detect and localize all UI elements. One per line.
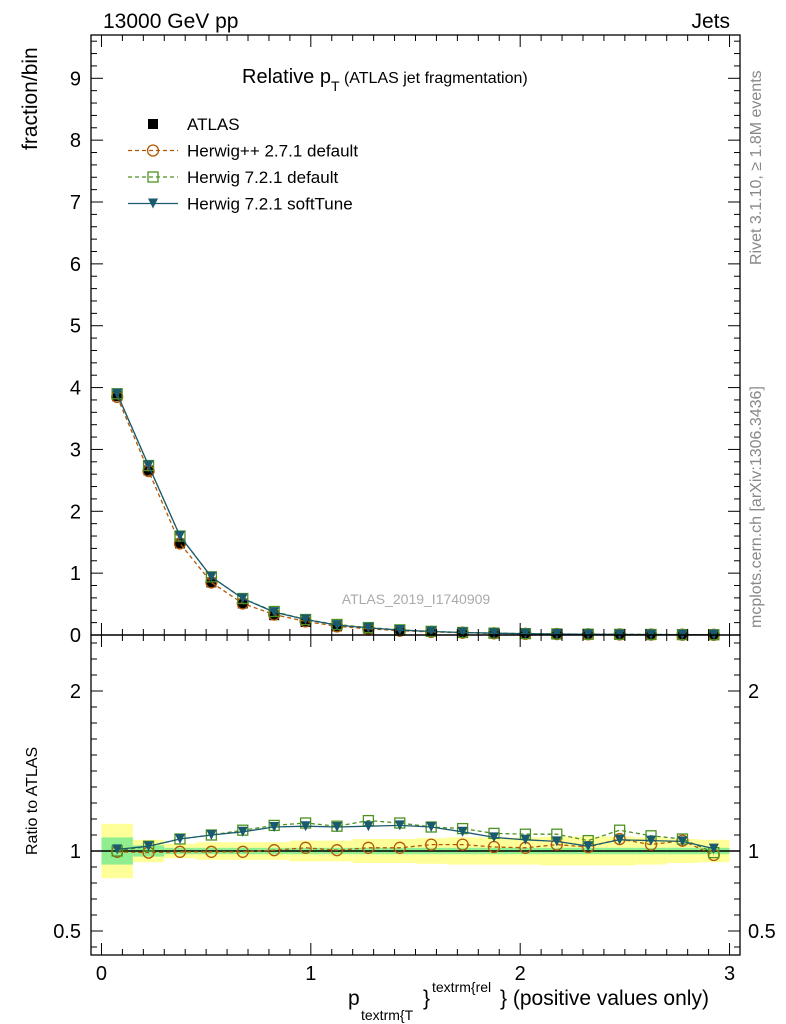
legend-label: Herwig 7.2.1 softTune [187,195,353,214]
legend: ATLAS Herwig++ 2.7.1 default Herwig 7.2.1 … [128,115,358,214]
data-point [269,607,280,618]
svg-text:} (positive values only): } (positive values only) [500,987,709,1010]
legend-marker [148,119,158,129]
x-tick-label: 0 [96,963,107,985]
ratio-data-point [646,835,657,846]
data-point [174,531,185,542]
data-point [551,629,562,640]
header-left: 13000 GeV pp [103,10,238,33]
ratio-data-point [236,845,249,858]
ratio-data-point [362,841,375,854]
ratio-data-point [708,843,719,854]
rivet-label: Rivet 3.1.10, ≥ 1.8M events [748,70,765,265]
ratio-data-point [425,838,438,851]
ratio-tick-label-right: 2 [748,681,759,703]
ratio-data-point [520,834,531,845]
ratio-series-line [117,824,714,851]
legend-marker [147,171,159,183]
x-tick-label: 3 [724,963,735,985]
ratio-tick-label-right: 1 [748,841,759,863]
ratio-series [91,814,740,862]
data-point [143,460,154,471]
y-tick-label: 3 [70,439,81,461]
ratio-data-point [551,836,562,847]
legend-label: Herwig 7.2.1 default [187,168,338,187]
data-point [394,625,405,636]
chart-title: Relative pT (ATLAS jet fragmentation) [242,66,528,94]
ratio-data-point [677,836,688,847]
y-tick-label: 4 [70,378,81,400]
legend-marker [148,198,158,209]
data-point [583,629,594,640]
y-tick-label: 7 [70,192,81,214]
ratio-data-point [300,821,311,832]
y-tick-label: 0 [70,625,81,647]
header-right: Jets [691,10,730,33]
ratio-data-point [456,838,469,851]
x-axis-label: p textrm{T } textrm{rel } (positive valu… [348,979,709,1023]
ratio-data-point [331,822,342,832]
data-point [300,614,311,625]
ratio-data-point [330,844,344,857]
ratio-data-point [237,826,248,837]
ratio-data-point [206,830,217,840]
ratio-data-point [174,834,185,844]
data-point [237,593,248,604]
data-point [206,571,217,582]
ratio-data-point [173,845,187,858]
ratio-tick-label-left: 2 [70,681,81,703]
mcplots-label: mcplots.cern.ch [arXiv:1306.3436] [748,386,765,628]
ratio-data-point [393,841,406,854]
ratio-data-point [457,826,468,837]
ratio-data-point [614,834,625,845]
ratio-frame [90,634,741,956]
data-point [457,627,468,638]
ratio-data-point [269,822,280,832]
svg-text:textrm{T: textrm{T [361,1007,414,1023]
svg-text:}: } [423,987,430,1010]
x-tick-label: 1 [305,963,316,985]
y-tick-label: 1 [70,563,81,585]
data-point [426,626,437,637]
y-axis-label: fraction/bin [19,47,42,150]
ratio-data-point [143,841,154,852]
ratio-tick-label-left: 0.5 [53,921,81,943]
ratio-tick-label-right: 0.5 [748,921,776,943]
data-point [331,620,342,631]
ratio-data-point [426,822,437,832]
svg-text:textrm{rel: textrm{rel [432,979,491,995]
ratio-data-point [112,844,123,855]
x-tick-label: 2 [515,963,526,985]
legend-label: Herwig++ 2.7.1 default [187,142,358,161]
data-point [489,628,500,639]
svg-text:Relative pT (ATLAS jet fragmen: Relative pT (ATLAS jet fragmentation) [242,66,528,94]
data-point [363,622,374,633]
legend-marker [146,144,160,157]
ratio-data-point [299,841,312,854]
axes: 0 1 2 3 0 1 2 3 4 5 6 7 8 9 0.5 0.5 1 1 2 2 [53,34,776,985]
y-tick-label: 9 [70,68,81,90]
ratio-data-point [583,841,594,852]
ratio-y-axis-label: Ratio to ATLAS [24,747,41,855]
y-tick-label: 6 [70,254,81,276]
y-tick-label: 8 [70,130,81,152]
y-tick-label: 5 [70,316,81,338]
ratio-data-point [394,820,405,831]
ratio-data-point [268,844,281,857]
ratio-tick-label-left: 1 [70,841,81,863]
y-tick-label: 2 [70,501,81,523]
svg-text:p: p [348,987,360,1010]
data-point [112,388,123,399]
analysis-watermark: ATLAS_2019_I1740909 [342,591,491,607]
ratio-data-point [205,845,218,858]
legend-label: ATLAS [187,115,240,134]
data-point [174,538,185,549]
data-point [520,628,531,639]
ratio-data-point [489,832,500,843]
ratio-data-point [363,821,374,832]
